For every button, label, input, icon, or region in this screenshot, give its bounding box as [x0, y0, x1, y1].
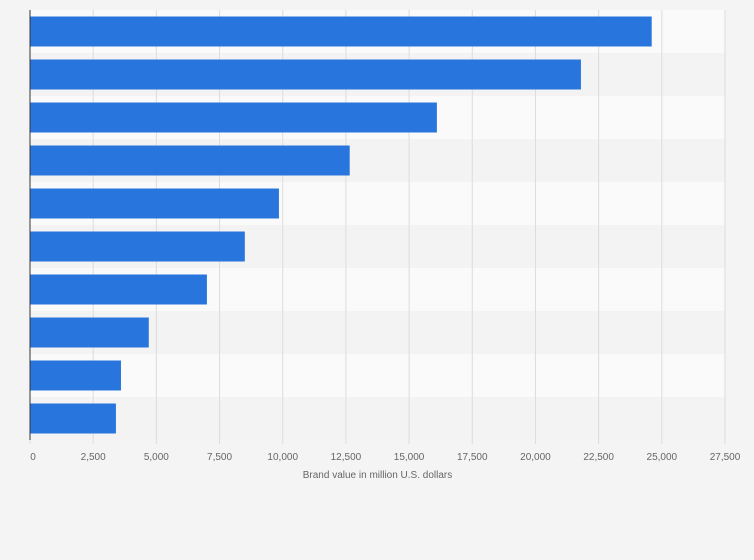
bar [30, 274, 207, 305]
x-axis-title: Brand value in million U.S. dollars [303, 470, 453, 481]
bar [30, 188, 279, 219]
x-tick-label: 12,500 [331, 452, 362, 463]
x-tick-label: 10,000 [267, 452, 298, 463]
x-tick-label: 27,500 [710, 452, 741, 463]
bar [30, 317, 149, 348]
plot-band [30, 354, 725, 397]
bar [30, 403, 116, 434]
bar [30, 145, 350, 176]
x-tick-label: 7,500 [207, 452, 232, 463]
x-tick-label: 15,000 [394, 452, 425, 463]
plot-band [30, 397, 725, 440]
x-tick-label: 25,000 [647, 452, 678, 463]
bars [30, 16, 652, 434]
bar [30, 102, 437, 133]
bar [30, 231, 245, 262]
x-tick-label: 0 [30, 452, 36, 463]
x-tick-label: 5,000 [144, 452, 169, 463]
x-tick-label: 22,500 [583, 452, 614, 463]
x-tick-label: 20,000 [520, 452, 551, 463]
bar [30, 16, 652, 47]
x-tick-label: 17,500 [457, 452, 488, 463]
x-tick-label: 2,500 [81, 452, 106, 463]
x-axis-ticks: 0 2,500 5,000 7,500 10,000 12,500 15,000 17,500… [29, 440, 741, 463]
bar [30, 59, 581, 90]
bar [30, 360, 121, 391]
